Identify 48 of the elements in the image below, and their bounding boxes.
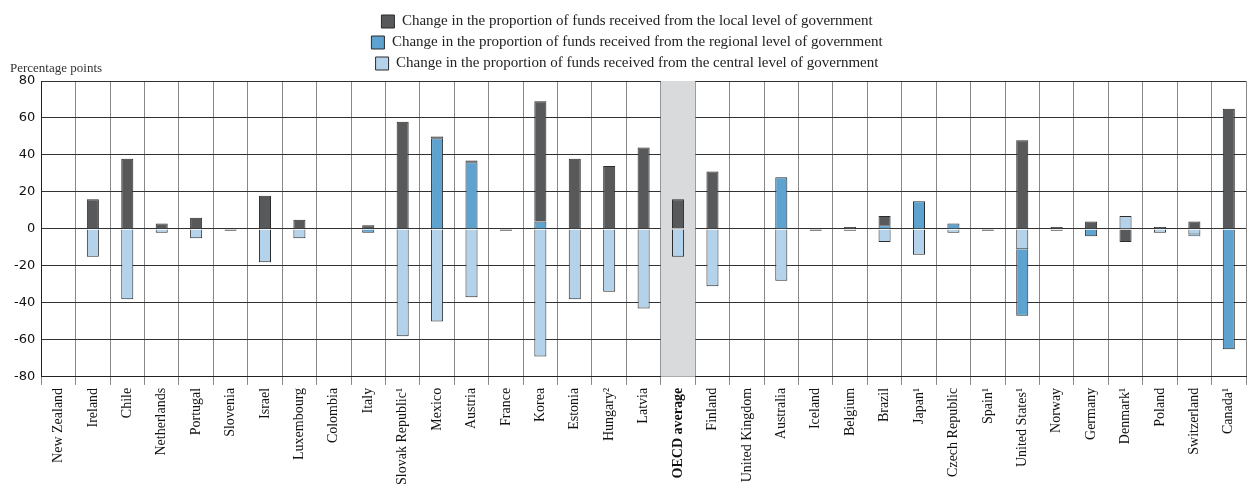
y-axis-title: Percentage points: [10, 59, 103, 75]
x-tick-label: Iceland: [807, 387, 823, 430]
x-tick-label: Austria: [463, 387, 479, 430]
x-tick-label: Luxembourg: [291, 387, 307, 460]
x-tick-label: Slovak Republic¹: [394, 387, 410, 486]
x-tick-label: Czech Republic: [945, 387, 961, 477]
legend-label: Change in the proportion of funds received from the local level of government: [401, 12, 874, 29]
x-tick-label: Estonia: [566, 387, 582, 430]
x-tick-label: Japan¹: [910, 387, 926, 424]
y-tick-label: -20: [14, 257, 36, 273]
y-tick-label: -60: [14, 331, 36, 347]
y-tick-label: 20: [18, 183, 36, 199]
x-tick-label: Brazil: [876, 387, 892, 423]
x-tick-label: France: [497, 387, 513, 426]
y-tick-label: -40: [14, 294, 36, 310]
legend-label: Change in the proportion of funds received from the central level of government: [396, 54, 880, 71]
x-tick-label: Canada¹: [1220, 387, 1236, 435]
x-tick-label: Portugal: [187, 387, 203, 436]
x-tick-label: United Kingdom: [738, 387, 754, 483]
x-tick-label: Switzerland: [1186, 387, 1202, 455]
x-tick-label: Spain¹: [979, 387, 995, 424]
x-tick-label: Israel: [256, 387, 272, 419]
x-tick-label: Colombia: [325, 387, 341, 444]
x-tick-label: Norway: [1048, 387, 1064, 433]
y-tick-label: 0: [26, 220, 36, 236]
y-tick-label: 40: [18, 146, 36, 162]
y-tick-label: -80: [14, 368, 36, 384]
y-tick-label: 60: [18, 109, 36, 125]
x-tick-label: Poland: [1151, 387, 1167, 427]
x-tick-label: Slovenia: [222, 387, 238, 437]
y-tick-label: 80: [18, 72, 36, 88]
x-tick-label: Ireland: [84, 387, 100, 428]
x-tick-label: Belgium: [841, 387, 857, 437]
legend-label: Change in the proportion of funds received from the regional level of government: [391, 33, 884, 50]
x-tick-label: United States¹: [1013, 387, 1029, 468]
x-tick-label: Korea: [532, 387, 548, 423]
x-tick-label: Italy: [359, 387, 375, 414]
x-tick-label: Denmark¹: [1117, 387, 1133, 445]
x-tick-label: Mexico: [428, 387, 444, 431]
x-tick-label: Latvia: [635, 387, 651, 424]
x-tick-label: Germany: [1082, 387, 1098, 440]
x-tick-label: Netherlands: [153, 387, 169, 456]
x-tick-label: New Zealand: [50, 387, 66, 463]
x-tick-label: Finland: [704, 387, 720, 431]
x-tick-label: Chile: [118, 387, 134, 419]
x-tick-label: Australia: [772, 387, 788, 440]
x-tick-label: Hungary²: [600, 387, 616, 442]
x-tick-label: OECD average: [669, 387, 685, 479]
